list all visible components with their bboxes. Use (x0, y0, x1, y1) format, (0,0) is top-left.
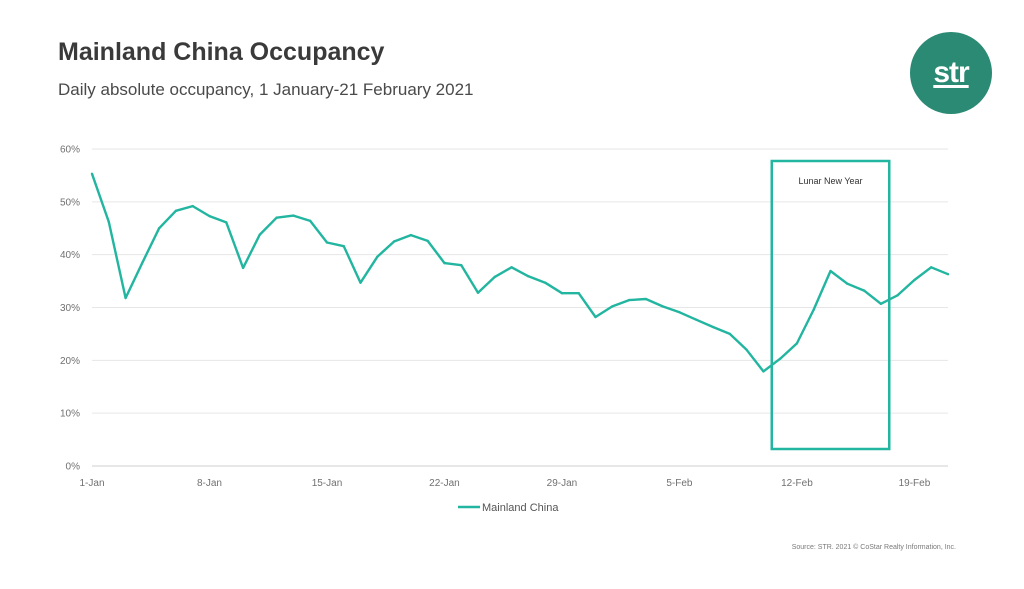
y-tick-label: 40% (60, 250, 80, 261)
data-point (678, 311, 681, 314)
data-point (241, 266, 245, 270)
data-point (728, 332, 732, 336)
data-point (292, 214, 295, 217)
y-tick-label: 50% (60, 197, 80, 208)
data-point (862, 289, 866, 292)
data-point (90, 172, 94, 176)
data-point (191, 204, 194, 208)
data-point (577, 292, 580, 295)
data-point (812, 308, 815, 311)
data-point (376, 255, 379, 258)
data-point (560, 292, 564, 295)
lunar-new-year-box (770, 159, 891, 451)
x-tick-label: 22-Jan (429, 478, 460, 489)
data-point (107, 220, 110, 224)
data-point (543, 281, 547, 284)
legend-label: Mainland China (482, 502, 559, 514)
data-point (426, 239, 429, 243)
logo-text: str (933, 56, 969, 89)
data-point (711, 325, 715, 329)
lunar-new-year-label: Lunar New Year (798, 176, 862, 186)
str-logo: str (910, 32, 992, 114)
source-note: Source: STR. 2021 © CoStar Realty Inform… (791, 544, 956, 551)
y-tick-label: 30% (60, 303, 80, 314)
data-point (124, 296, 127, 300)
data-point (258, 233, 262, 236)
y-tick-label: 0% (66, 462, 81, 473)
data-point (627, 298, 631, 302)
data-point (846, 282, 849, 285)
data-point (476, 291, 480, 294)
data-point (510, 266, 513, 269)
data-point (611, 305, 614, 308)
data-point (174, 209, 178, 213)
data-point (225, 221, 228, 224)
x-tick-label: 1-Jan (79, 478, 104, 489)
data-point (392, 240, 396, 243)
data-point (594, 315, 597, 319)
x-tick-label: 15-Jan (312, 478, 343, 489)
data-point (913, 278, 916, 282)
data-point (325, 241, 329, 244)
x-tick-label: 8-Jan (197, 478, 222, 489)
y-tick-label: 10% (60, 409, 80, 420)
data-point (342, 245, 345, 248)
x-tick-label: 5-Feb (666, 478, 693, 489)
data-point (745, 348, 748, 351)
data-point (795, 342, 799, 345)
data-point (141, 261, 144, 264)
data-point (695, 318, 698, 321)
y-tick-label: 20% (60, 356, 80, 367)
data-point (460, 264, 463, 267)
chart-subtitle: Daily absolute occupancy, 1 January-21 F… (58, 80, 474, 99)
data-point (829, 269, 832, 273)
data-point (208, 214, 211, 218)
data-point (762, 370, 765, 373)
y-tick-label: 60% (60, 145, 80, 156)
data-point (443, 261, 446, 265)
data-point (527, 275, 530, 278)
data-point (778, 357, 782, 360)
data-point (644, 297, 648, 301)
data-point (157, 227, 161, 230)
data-point (308, 219, 312, 223)
data-point (946, 273, 950, 276)
data-point (896, 294, 899, 297)
data-point (879, 302, 883, 306)
chart-title: Mainland China Occupancy (58, 38, 385, 66)
x-tick-label: 29-Jan (547, 478, 578, 489)
x-tick-label: 12-Feb (781, 478, 813, 489)
data-point (409, 233, 413, 237)
x-tick-label: 19-Feb (899, 478, 931, 489)
data-point (661, 305, 664, 308)
data-point (930, 266, 933, 269)
data-point (275, 216, 278, 219)
series-line-mainland-china (90, 173, 949, 373)
data-point (493, 275, 497, 279)
data-point (359, 281, 362, 284)
